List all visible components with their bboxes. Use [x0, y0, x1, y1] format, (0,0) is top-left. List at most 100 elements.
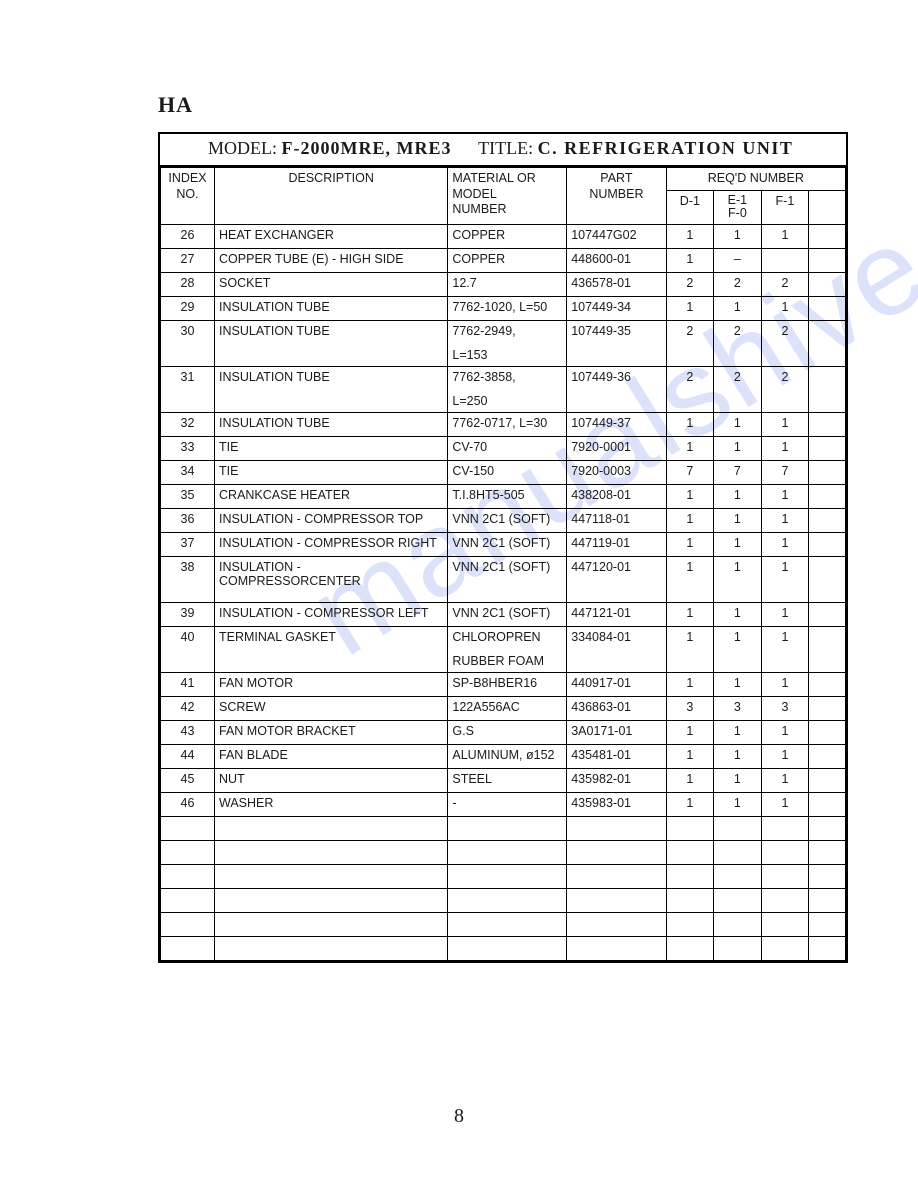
model-value: F-2000MRE, MRE3 [282, 138, 452, 158]
cell-description: INSULATION - COMPRESSOR TOP [215, 509, 448, 533]
cell-e: 3 [714, 697, 762, 721]
cell-index: 41 [161, 673, 215, 697]
cell-d1: 1 [666, 557, 714, 603]
table-row: 28SOCKET12.7436578-01222 [161, 273, 846, 297]
cell-blank [809, 485, 846, 509]
cell-empty [567, 865, 666, 889]
col-index: INDEX NO. [161, 168, 215, 225]
cell-index: 35 [161, 485, 215, 509]
cell-description: INSULATION - COMPRESSOR LEFT [215, 603, 448, 627]
cell-index: 30 [161, 321, 215, 367]
col-index-text: INDEX NO. [168, 171, 206, 202]
cell-empty [567, 889, 666, 913]
cell-empty [714, 937, 762, 961]
cell-d1: 3 [666, 697, 714, 721]
cell-d1: 1 [666, 225, 714, 249]
cell-d1: 2 [666, 321, 714, 367]
table-row: 27COPPER TUBE (E) - HIGH SIDECOPPER44860… [161, 249, 846, 273]
cell-description: FAN MOTOR BRACKET [215, 721, 448, 745]
cell-blank [809, 461, 846, 485]
table-row: 40TERMINAL GASKETCHLOROPRENRUBBER FOAM33… [161, 627, 846, 673]
cell-material: T.I.8HT5-505 [448, 485, 567, 509]
corner-label: HA [158, 92, 193, 118]
cell-part: 435983-01 [567, 793, 666, 817]
cell-empty [215, 865, 448, 889]
table-row-empty [161, 817, 846, 841]
cell-blank [809, 509, 846, 533]
cell-part: 436863-01 [567, 697, 666, 721]
cell-part: 107449-36 [567, 367, 666, 413]
cell-empty [567, 841, 666, 865]
cell-d1: 1 [666, 745, 714, 769]
cell-d1: 1 [666, 721, 714, 745]
cell-material: 7762-3858,L=250 [448, 367, 567, 413]
cell-blank [809, 673, 846, 697]
cell-blank [809, 413, 846, 437]
col-e1f0: E-1 F-0 [714, 190, 762, 225]
cell-empty [161, 865, 215, 889]
cell-description: WASHER [215, 793, 448, 817]
cell-empty [666, 937, 714, 961]
cell-empty [714, 817, 762, 841]
cell-empty [161, 937, 215, 961]
cell-description: INSULATION TUBE [215, 297, 448, 321]
cell-e: 1 [714, 297, 762, 321]
cell-empty [161, 889, 215, 913]
cell-description: TIE [215, 437, 448, 461]
table-row: 38INSULATION - COMPRESSORCENTERVNN 2C1 (… [161, 557, 846, 603]
cell-empty [215, 817, 448, 841]
cell-d1: 1 [666, 297, 714, 321]
cell-e: 2 [714, 367, 762, 413]
cell-empty [215, 889, 448, 913]
cell-description: SCREW [215, 697, 448, 721]
col-reqd: REQ'D NUMBER [666, 168, 845, 191]
cell-empty [714, 841, 762, 865]
cell-empty [215, 937, 448, 961]
table-row: 33TIECV-707920-0001111 [161, 437, 846, 461]
cell-description: INSULATION TUBE [215, 367, 448, 413]
cell-e: 1 [714, 769, 762, 793]
col-d1: D-1 [666, 190, 714, 225]
cell-e: 1 [714, 793, 762, 817]
col-f0-text: F-0 [728, 206, 747, 220]
col-blank [809, 190, 846, 225]
cell-e: 2 [714, 321, 762, 367]
cell-part: 447121-01 [567, 603, 666, 627]
cell-part: 107449-34 [567, 297, 666, 321]
title-label: TITLE: [478, 138, 533, 158]
cell-index: 34 [161, 461, 215, 485]
table-body: 26HEAT EXCHANGERCOPPER107447G0211127COPP… [161, 225, 846, 961]
cell-part: 440917-01 [567, 673, 666, 697]
cell-f1: 1 [761, 557, 809, 603]
cell-material: G.S [448, 721, 567, 745]
cell-empty [215, 913, 448, 937]
table-row-empty [161, 865, 846, 889]
cell-d1: 1 [666, 533, 714, 557]
table-row: 31INSULATION TUBE7762-3858,L=250107449-3… [161, 367, 846, 413]
cell-f1: 1 [761, 225, 809, 249]
cell-empty [448, 865, 567, 889]
col-part: PART NUMBER [567, 168, 666, 225]
cell-empty [761, 865, 809, 889]
cell-index: 44 [161, 745, 215, 769]
cell-empty [809, 937, 846, 961]
cell-d1: 1 [666, 509, 714, 533]
cell-d1: 2 [666, 367, 714, 413]
cell-material: VNN 2C1 (SOFT) [448, 557, 567, 603]
table-row-empty [161, 841, 846, 865]
cell-part: 3A0171-01 [567, 721, 666, 745]
cell-e: 1 [714, 603, 762, 627]
cell-description: NUT [215, 769, 448, 793]
cell-e: 1 [714, 437, 762, 461]
cell-blank [809, 721, 846, 745]
cell-material: 122A556AC [448, 697, 567, 721]
cell-description: INSULATION TUBE [215, 321, 448, 367]
title-bar: MODEL: F-2000MRE, MRE3 TITLE: C. REFRIGE… [160, 134, 846, 167]
cell-part: 435982-01 [567, 769, 666, 793]
cell-description: INSULATION - COMPRESSOR RIGHT [215, 533, 448, 557]
cell-blank [809, 793, 846, 817]
cell-description: FAN BLADE [215, 745, 448, 769]
model-label: MODEL: [208, 138, 277, 158]
cell-index: 43 [161, 721, 215, 745]
cell-d1: 2 [666, 273, 714, 297]
